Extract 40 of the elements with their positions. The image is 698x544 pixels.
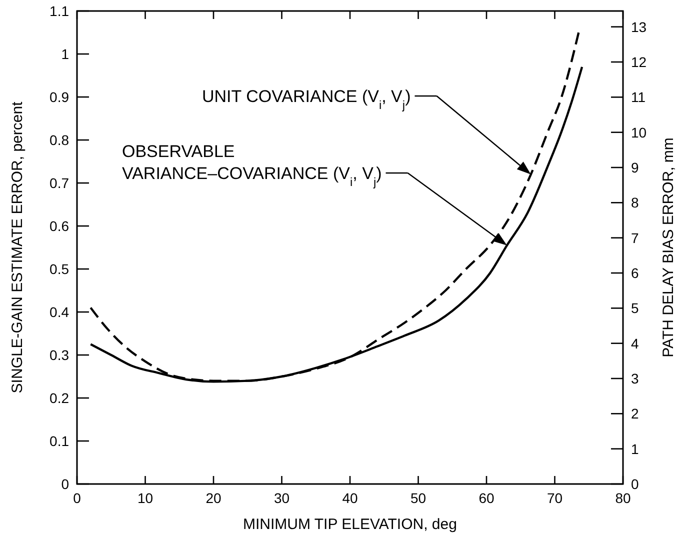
x-tick-label: 0 — [73, 490, 82, 506]
annotation: UNIT COVARIANCE (V$_{i}$, V$_{j}$) — [202, 87, 411, 112]
y-tick-label: 0.9 — [50, 89, 70, 105]
x-tick-label: 30 — [274, 490, 290, 506]
y2-tick-label: 13 — [631, 18, 647, 35]
x-tick-label: 10 — [137, 490, 154, 506]
x-tick-label: 80 — [615, 490, 631, 506]
y-tick-label: 0.4 — [50, 304, 70, 320]
y2-tick-label: 2 — [631, 406, 639, 422]
y2-tick-label: 3 — [631, 370, 639, 386]
y-tick-label: 0 — [61, 476, 70, 492]
x-axis-title: MINIMUM TIP ELEVATION, deg — [243, 516, 457, 533]
y-tick-label: 1.1 — [50, 3, 70, 19]
y-tick-label: 0.8 — [50, 132, 70, 148]
y2-tick-label: 12 — [631, 54, 647, 70]
y2-tick-label: 10 — [631, 124, 647, 140]
x-tick-label: 50 — [410, 490, 426, 506]
x-tick-label: 20 — [206, 490, 222, 506]
x-tick-label: 40 — [342, 490, 358, 506]
y-tick-label: 0.6 — [50, 218, 70, 234]
y-tick-label: 0.3 — [50, 347, 70, 363]
y2-tick-label: 8 — [631, 194, 639, 211]
y2-tick-label: 11 — [631, 89, 646, 106]
y-tick-label: 1 — [61, 46, 70, 62]
y-tick-label: 0.2 — [50, 390, 70, 406]
y2-tick-label: 9 — [631, 159, 639, 176]
y2-tick-label: 0 — [631, 476, 639, 492]
y2-tick-label: 1 — [631, 440, 639, 457]
annotation: OBSERVABLE VARIANCE–COVARIANCE (V$_{i}$, V$_{j}$) — [122, 142, 382, 189]
y-axis-title: SINGLE-GAIN ESTIMATE ERROR, percent — [9, 100, 26, 394]
y-tick-label: 0.5 — [50, 261, 70, 277]
y2-axis-title: PATH DELAY BIAS ERROR, mm — [660, 138, 677, 358]
y2-tick-label: 4 — [631, 335, 639, 352]
y2-tick-label: 5 — [631, 300, 639, 316]
y-tick-label: 0.1 — [50, 433, 70, 449]
y-tick-label: 0.7 — [50, 175, 70, 191]
y2-tick-label: 7 — [631, 230, 639, 246]
x-tick-label: 70 — [546, 490, 563, 506]
x-tick-label: 60 — [478, 490, 494, 506]
y2-tick-label: 6 — [631, 264, 639, 281]
